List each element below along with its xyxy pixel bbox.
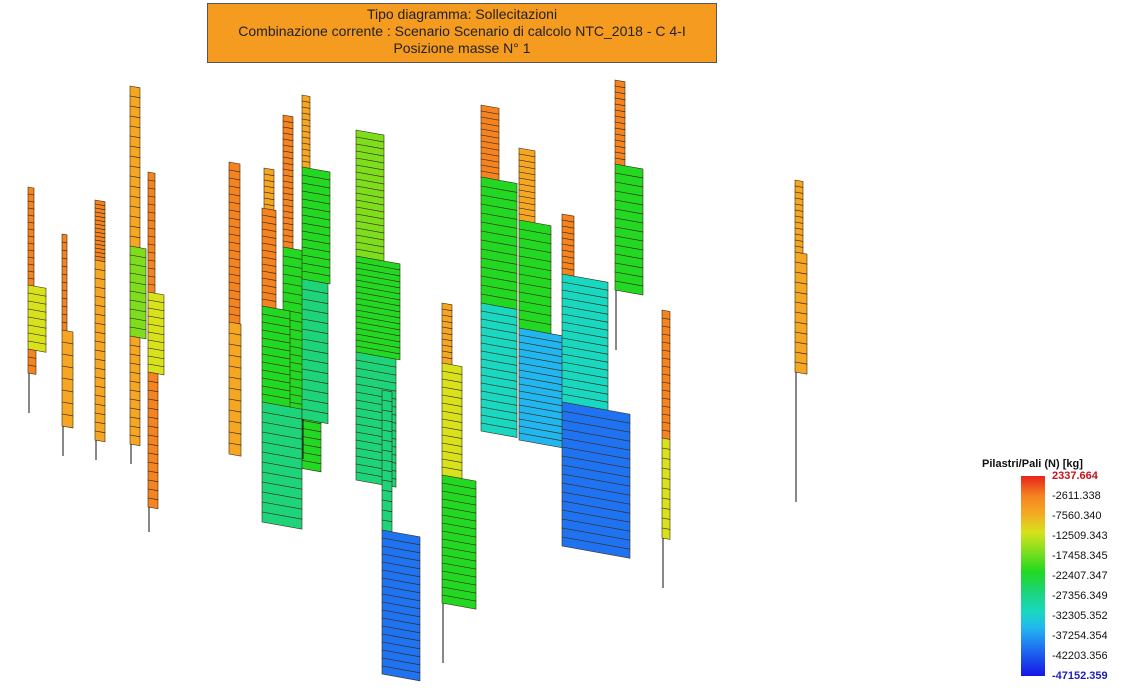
legend-value-0: 2337.664	[1052, 470, 1098, 482]
column-1-segment-0-cell-8	[61, 297, 68, 308]
column-1	[61, 233, 74, 456]
column-2-segment-1-cell-19	[94, 430, 106, 443]
column-17-segment-1-cell-1	[661, 447, 671, 460]
column-3	[129, 85, 147, 464]
column-1-segment-0-cell-0	[61, 233, 68, 244]
column-4-segment-0-cell-14	[147, 283, 156, 294]
column-4-segment-2-cell-14	[147, 497, 159, 510]
column-17-segment-1-cell-5	[661, 487, 671, 500]
diagram-header: Tipo diagramma: Sollecitazioni Combinazi…	[207, 3, 717, 63]
legend-title: Pilastri/Pali (N) [kg]	[982, 458, 1083, 470]
column-2	[94, 199, 106, 460]
column-4-segment-0-cell-4	[147, 203, 156, 214]
column-17-segment-1-cell-9	[661, 527, 671, 540]
column-16	[614, 79, 644, 350]
column-4-segment-0-cell-13	[147, 275, 156, 286]
column-5	[228, 161, 242, 457]
column-1-segment-1-cell-3	[61, 365, 74, 381]
legend-value-1: -2611.338	[1052, 490, 1101, 502]
column-17-segment-1-cell-7	[661, 507, 671, 520]
legend-value-5: -22407.347	[1052, 570, 1108, 582]
column-17-segment-1-cell-0	[661, 437, 671, 450]
column-4	[147, 171, 165, 532]
column-15-segment-2-cell-15	[561, 536, 631, 559]
column-5-segment-1-cell-11	[228, 442, 242, 457]
column-17-segment-1-cell-2	[661, 457, 671, 470]
column-10-segment-1-cell-15	[355, 345, 401, 361]
column-4-segment-0-cell-8	[147, 235, 156, 246]
legend-value-8: -37254.354	[1052, 630, 1108, 642]
column-1-segment-0-cell-11	[61, 321, 68, 332]
column-18	[794, 179, 808, 502]
legend-value-7: -32305.352	[1052, 610, 1108, 622]
column-4-segment-0-cell-1	[147, 179, 156, 190]
column-17-segment-1-cell-3	[661, 467, 671, 480]
column-4-segment-0-cell-7	[147, 227, 156, 238]
column-10	[355, 129, 401, 488]
column-8	[261, 207, 303, 530]
column-17-segment-1-cell-4	[661, 477, 671, 490]
diagram-type-label: Tipo diagramma: Sollecitazioni	[366, 6, 558, 22]
column-0-segment-1-cell-7	[27, 340, 47, 353]
column-9-segment-1-cell-13	[301, 270, 331, 285]
column-17-segment-1-cell-6	[661, 497, 671, 510]
column-4-segment-0-cell-5	[147, 211, 156, 222]
combination-label: Combinazione corrente : Scenario Scenari…	[238, 23, 686, 39]
column-1-segment-0-cell-3	[61, 257, 68, 268]
column-4-segment-0-cell-9	[147, 243, 156, 254]
column-8-segment-2-cell-11	[261, 511, 303, 530]
column-4-segment-0-cell-2	[147, 187, 156, 198]
column-13-segment-2-cell-15	[480, 422, 518, 438]
legend-value-6: -27356.349	[1052, 590, 1108, 602]
legend-value-4: -17458.345	[1052, 550, 1108, 562]
column-4-segment-0-cell-12	[147, 267, 156, 278]
column-1-segment-0-cell-1	[61, 241, 68, 252]
mass-position-label: Posizione masse N° 1	[393, 40, 531, 56]
column-0-segment-2-cell-2	[27, 364, 37, 375]
column-1-segment-1-cell-4	[61, 377, 74, 393]
column-1-segment-0-cell-5	[61, 273, 68, 284]
column-11-segment-1-cell-17	[381, 665, 421, 682]
column-4-segment-0-cell-6	[147, 219, 156, 230]
column-1-segment-1-cell-1	[61, 341, 74, 357]
column-12	[441, 302, 477, 663]
column-1-segment-1-cell-2	[61, 353, 74, 369]
column-1-segment-0-cell-2	[61, 249, 68, 260]
legend-value-9: -42203.356	[1052, 650, 1108, 662]
column-1-segment-0-cell-7	[61, 289, 68, 300]
column-1-segment-0-cell-10	[61, 313, 68, 324]
column-1-segment-0-cell-6	[61, 281, 68, 292]
column-1-segment-1-cell-7	[61, 413, 74, 429]
column-16-segment-1-cell-13	[614, 280, 644, 296]
column-4-segment-0-cell-3	[147, 195, 156, 206]
column-9	[301, 94, 331, 459]
legend-value-3: -12509.343	[1052, 530, 1108, 542]
column-12-segment-2-cell-15	[441, 594, 477, 610]
column-0	[27, 186, 47, 413]
column-3-segment-2-cell-11	[129, 434, 141, 447]
column-15	[561, 213, 631, 559]
column-11	[381, 389, 421, 682]
column-18-segment-1-cell-11	[794, 361, 808, 375]
column-1-segment-1-cell-5	[61, 389, 74, 405]
column-3-segment-1-cell-9	[129, 326, 147, 340]
column-1-segment-0-cell-9	[61, 305, 68, 316]
legend-value-2: -7560.340	[1052, 510, 1102, 522]
column-4-segment-0-cell-0	[147, 171, 156, 182]
column-14	[518, 147, 564, 449]
column-9-segment-2-cell-13	[301, 408, 329, 425]
column-1-segment-0-cell-4	[61, 265, 68, 276]
column-4-segment-0-cell-10	[147, 251, 156, 262]
legend-value-10: -47152.359	[1052, 670, 1108, 682]
column-1-segment-1-cell-0	[61, 329, 74, 345]
column-13	[480, 104, 518, 438]
column-4-segment-0-cell-11	[147, 259, 156, 270]
column-4-segment-1-cell-9	[147, 363, 165, 376]
column-1-segment-1-cell-6	[61, 401, 74, 417]
column-17	[661, 309, 671, 588]
legend-color-scale	[1021, 476, 1045, 676]
column-17-segment-1-cell-8	[661, 517, 671, 530]
